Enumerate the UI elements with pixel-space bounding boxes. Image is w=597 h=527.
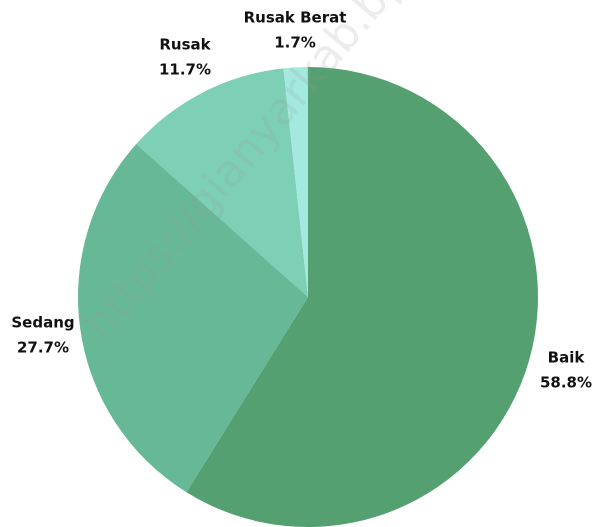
- slice-name: Sedang: [11, 314, 74, 332]
- pie-slice: [136, 68, 308, 297]
- slice-value: 27.7%: [17, 339, 69, 357]
- slice-value: 58.8%: [540, 374, 592, 392]
- slice-name: Baik: [548, 349, 586, 367]
- pie-slice: [186, 67, 538, 527]
- slice-name: Rusak: [159, 36, 211, 54]
- pie-slice: [78, 143, 308, 493]
- pie-slice: [283, 67, 308, 297]
- slice-value: 11.7%: [159, 61, 211, 79]
- slice-value: 1.7%: [274, 34, 316, 52]
- pie: [78, 67, 538, 527]
- slice-name: Rusak Berat: [244, 9, 347, 27]
